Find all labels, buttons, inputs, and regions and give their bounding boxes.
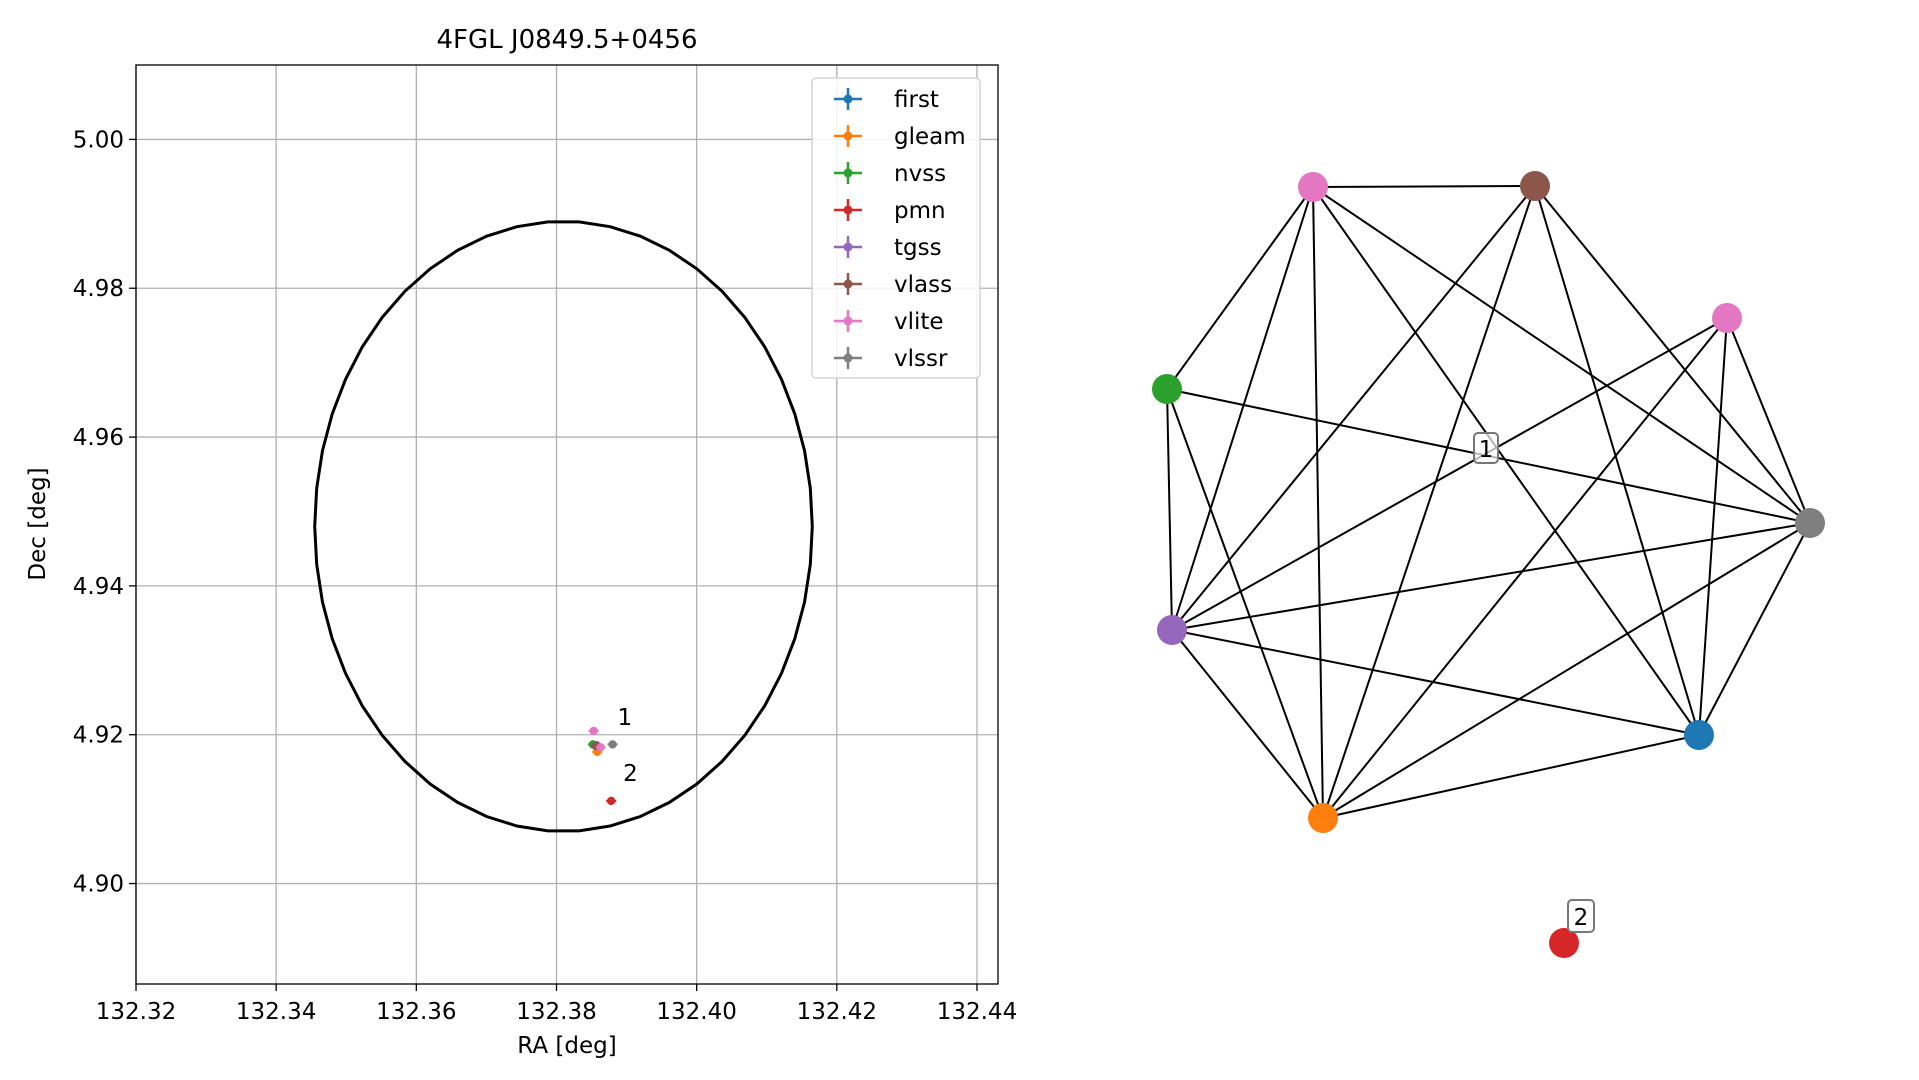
edge-vlite_a-tgss: [1171, 186, 1314, 631]
legend-label-vlssr: vlssr: [894, 346, 948, 372]
edge-vlite_b-first: [1698, 317, 1728, 736]
legend-label-tgss: tgss: [894, 235, 942, 261]
edge-nvss-tgss: [1166, 388, 1173, 631]
cluster-labels: 1 2: [1473, 432, 1595, 933]
edge-vlite_a-nvss: [1166, 186, 1314, 390]
edge-vlite_a-first: [1312, 186, 1700, 736]
graph-nodes: [1152, 171, 1825, 958]
source-points: [587, 726, 618, 806]
node-first: [1684, 720, 1714, 750]
y-tick-label: 5.00: [73, 127, 124, 153]
x-tick-label: 132.44: [937, 999, 1017, 1025]
legend-item-tgss: tgss: [834, 235, 942, 261]
x-axis-ticks: 132.32 132.34 132.36 132.38 132.40 132.42 132.…: [96, 984, 1017, 1025]
legend-label-pmn: pmn: [894, 198, 946, 224]
legend-marker-dot: [843, 131, 853, 141]
legend-label-nvss: nvss: [894, 161, 946, 187]
edge-vlass-first: [1534, 185, 1700, 736]
edge-tgss-first: [1171, 629, 1700, 736]
node-pmn: [1549, 928, 1579, 958]
legend-item-gleam: gleam: [834, 124, 966, 150]
legend-item-first: first: [834, 87, 939, 113]
node-vlass: [1520, 171, 1550, 201]
node-vlite_a: [1298, 172, 1328, 202]
edge-tgss-vlssr: [1171, 522, 1811, 631]
edge-vlssr-first: [1698, 522, 1811, 736]
legend-item-vlite: vlite: [834, 309, 944, 335]
node-nvss: [1152, 374, 1182, 404]
annotation-1: 1: [617, 705, 632, 731]
x-tick-label: 132.42: [797, 999, 877, 1025]
point-vlite: [595, 743, 606, 752]
legend-marker-dot: [843, 353, 853, 363]
y-tick-label: 4.92: [73, 723, 124, 749]
scatter-plot-panel: 12 132.32 132.34 132.36 132.38 132.40 132.42 1…: [25, 25, 1017, 1059]
x-axis-label: RA [deg]: [517, 1033, 616, 1059]
node-gleam: [1308, 803, 1338, 833]
edge-vlite_a-vlssr: [1312, 186, 1811, 524]
point-vlite: [588, 726, 599, 736]
cluster-label-2: 2: [1567, 899, 1595, 933]
edge-tgss-gleam: [1171, 629, 1324, 819]
edge-vlite_b-vlssr: [1726, 317, 1811, 524]
legend-label-vlite: vlite: [894, 309, 944, 335]
grid-lines: [135, 65, 998, 984]
chart-title: 4FGL J0849.5+0456: [437, 25, 698, 55]
edge-vlite_a-gleam: [1312, 186, 1324, 819]
axes-frame: [135, 64, 999, 985]
edge-vlass-tgss: [1171, 185, 1536, 631]
legend-item-vlssr: vlssr: [834, 346, 948, 372]
legend-label-vlass: vlass: [894, 272, 952, 298]
edge-vlite_b-gleam: [1322, 317, 1728, 819]
cluster-label-1-text: 1: [1479, 437, 1494, 463]
edge-nvss-gleam: [1166, 388, 1324, 819]
point-vlssr: [607, 740, 618, 749]
graph-edges: [1166, 185, 1811, 819]
legend-label-first: first: [894, 87, 939, 113]
legend-marker-dot: [843, 242, 853, 252]
point-annotations: 12: [617, 705, 637, 787]
legend-items: first gleam nvss pmn tgss vlass vlite vlssr: [834, 87, 966, 372]
edge-vlite_b-tgss: [1171, 317, 1728, 631]
edge-vlass-vlssr: [1534, 185, 1811, 524]
edge-vlite_a-vlass: [1312, 185, 1536, 188]
y-axis-ticks: 4.90 4.92 4.94 4.96 4.98 5.00: [73, 127, 136, 898]
x-tick-label: 132.32: [96, 999, 176, 1025]
y-tick-label: 4.98: [73, 276, 124, 302]
legend-marker-dot: [843, 94, 853, 104]
x-tick-label: 132.36: [376, 999, 456, 1025]
legend-item-vlass: vlass: [834, 272, 952, 298]
node-vlssr: [1795, 508, 1825, 538]
legend-marker-dot: [843, 279, 853, 289]
node-vlite_b: [1712, 303, 1742, 333]
cluster-label-2-text: 2: [1574, 905, 1589, 931]
legend-box: [811, 77, 981, 379]
edge-vlssr-gleam: [1322, 522, 1811, 819]
edge-first-gleam: [1322, 734, 1700, 819]
ellipse-outline: [313, 220, 814, 833]
x-tick-label: 132.34: [236, 999, 316, 1025]
edge-vlass-gleam: [1322, 185, 1536, 819]
error-ellipse: [313, 220, 814, 833]
legend-marker-dot: [843, 316, 853, 326]
legend-marker-dot: [843, 168, 853, 178]
y-axis-label: Dec [deg]: [25, 467, 51, 580]
legend-label-gleam: gleam: [894, 124, 966, 150]
annotation-2: 2: [623, 761, 638, 787]
point-pmn: [606, 796, 617, 806]
legend: first gleam nvss pmn tgss vlass vlite vlssr: [811, 77, 981, 379]
cluster-label-1: 1: [1473, 432, 1499, 464]
x-tick-label: 132.40: [656, 999, 736, 1025]
node-tgss: [1157, 615, 1187, 645]
legend-item-pmn: pmn: [834, 198, 946, 224]
network-graph-panel: 1 2: [1152, 171, 1825, 958]
legend-marker-dot: [843, 205, 853, 215]
y-tick-label: 4.90: [73, 872, 124, 898]
y-tick-label: 4.94: [73, 574, 124, 600]
x-tick-label: 132.38: [516, 999, 596, 1025]
y-tick-label: 4.96: [73, 425, 124, 451]
legend-item-nvss: nvss: [834, 161, 946, 187]
